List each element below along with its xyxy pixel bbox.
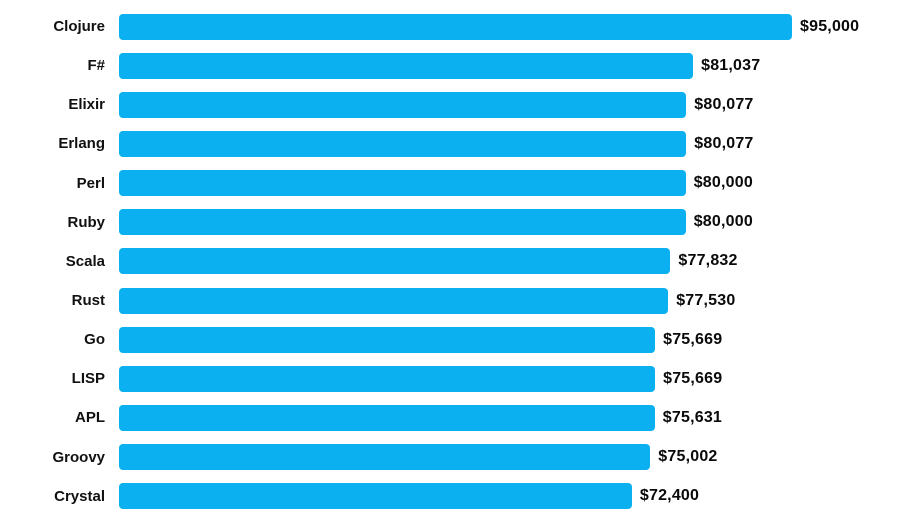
value-label: $75,631 (662, 408, 723, 426)
bar (119, 130, 687, 157)
value-label: $75,002 (658, 448, 718, 466)
bar (119, 209, 686, 236)
bar (119, 91, 687, 118)
category-label: F# (87, 57, 105, 75)
value-label: $77,832 (678, 252, 738, 270)
category-label: Elixir (68, 96, 105, 114)
chart-row: Rust $77,530 (0, 281, 900, 320)
category-label: Scala (65, 252, 105, 270)
bar (119, 52, 694, 79)
value-label: $77,530 (676, 291, 736, 309)
bar (119, 13, 792, 40)
bar (119, 444, 651, 471)
chart-row: LISP $75,669 (0, 359, 900, 398)
value-label: $80,077 (694, 134, 754, 152)
value-label: $80,000 (693, 174, 753, 192)
bar (119, 404, 655, 431)
category-label: LISP (71, 370, 105, 388)
chart-row: Scala $77,832 (0, 242, 900, 281)
chart-row: Go $75,669 (0, 320, 900, 359)
category-label: Clojure (53, 18, 105, 36)
chart-row: Perl $80,000 (0, 164, 900, 203)
value-label: $95,000 (800, 17, 860, 35)
chart-row: Crystal $72,400 (0, 477, 900, 516)
bar (119, 248, 671, 275)
chart-row: Ruby $80,000 (0, 203, 900, 242)
chart-row: Erlang $80,077 (0, 124, 900, 163)
category-label: Rust (71, 292, 105, 310)
chart-row: F# $81,037 (0, 46, 900, 85)
value-label: $75,669 (663, 369, 723, 387)
category-label: Perl (76, 174, 105, 192)
chart-row: Groovy $75,002 (0, 438, 900, 477)
category-label: APL (75, 409, 105, 427)
bar (119, 326, 656, 353)
bar (119, 365, 656, 392)
chart-row: Clojure $95,000 (0, 7, 900, 46)
category-label: Crystal (54, 487, 105, 505)
chart-row: Elixir $80,077 (0, 85, 900, 124)
category-label: Groovy (52, 448, 105, 466)
category-label: Ruby (67, 213, 106, 231)
category-label: Go (84, 331, 105, 349)
bar (119, 287, 669, 314)
bar (119, 170, 686, 197)
value-label: $80,077 (694, 95, 754, 113)
bar (119, 483, 632, 510)
value-label: $81,037 (701, 56, 761, 74)
value-label: $75,669 (663, 330, 723, 348)
chart-row: APL $75,631 (0, 398, 900, 437)
category-label: Erlang (58, 135, 105, 153)
value-label: $80,000 (693, 213, 753, 231)
value-label: $72,400 (639, 487, 700, 505)
